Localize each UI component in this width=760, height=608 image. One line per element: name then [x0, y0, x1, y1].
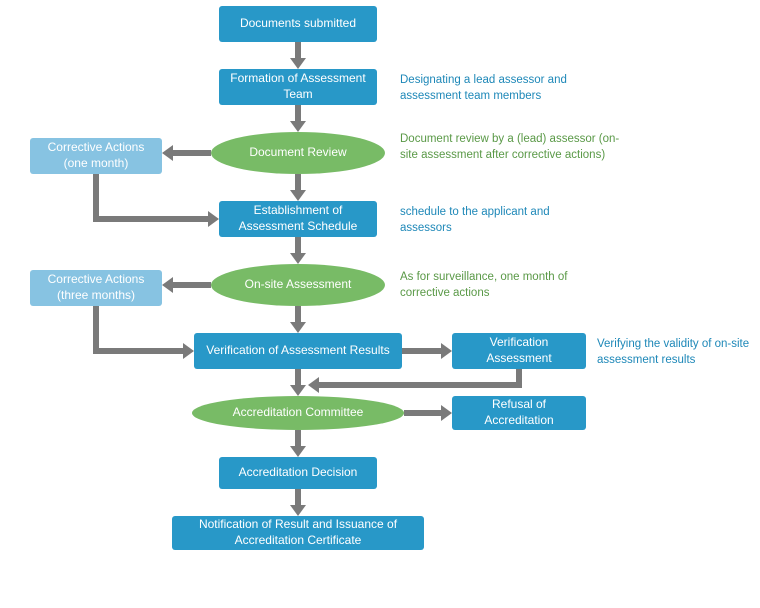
- annotation-a2: Document review by a (lead) assessor (on…: [400, 132, 624, 163]
- node-label: Establishment of Assessment Schedule: [227, 203, 369, 234]
- node-n13: Notification of Result and Issuance of A…: [172, 516, 424, 550]
- node-label: Verification of Assessment Results: [206, 343, 389, 359]
- node-n8: Verification of Assessment Results: [194, 333, 402, 369]
- node-n1: Documents submitted: [219, 6, 377, 42]
- node-label: Refusal of Accreditation: [460, 397, 578, 428]
- node-label: Documents submitted: [240, 16, 356, 32]
- node-label: Document Review: [249, 145, 346, 161]
- node-label: Notification of Result and Issuance of A…: [180, 517, 416, 548]
- node-label: Accreditation Decision: [239, 465, 358, 481]
- node-n9: Verification Assessment: [452, 333, 586, 369]
- node-label: On-site Assessment: [245, 277, 352, 293]
- node-n10: Accreditation Committee: [192, 396, 404, 430]
- annotation-a5: Verifying the validity of on-site assess…: [597, 337, 757, 368]
- annotation-a4: As for surveillance, one month of correc…: [400, 270, 610, 301]
- node-n3: Document Review: [211, 132, 385, 174]
- annotation-a3: schedule to the applicant and assessors: [400, 205, 600, 236]
- node-label: Corrective Actions (three months): [38, 272, 154, 303]
- node-n5: Establishment of Assessment Schedule: [219, 201, 377, 237]
- node-label: Accreditation Committee: [233, 405, 364, 421]
- node-n11: Refusal of Accreditation: [452, 396, 586, 430]
- node-label: Corrective Actions (one month): [38, 140, 154, 171]
- node-n6: On-site Assessment: [211, 264, 385, 306]
- node-n12: Accreditation Decision: [219, 457, 377, 489]
- node-n7: Corrective Actions (three months): [30, 270, 162, 306]
- node-label: Verification Assessment: [460, 335, 578, 366]
- annotation-a1: Designating a lead assessor and assessme…: [400, 73, 610, 104]
- node-label: Formation of Assessment Team: [227, 71, 369, 102]
- node-n4: Corrective Actions (one month): [30, 138, 162, 174]
- node-n2: Formation of Assessment Team: [219, 69, 377, 105]
